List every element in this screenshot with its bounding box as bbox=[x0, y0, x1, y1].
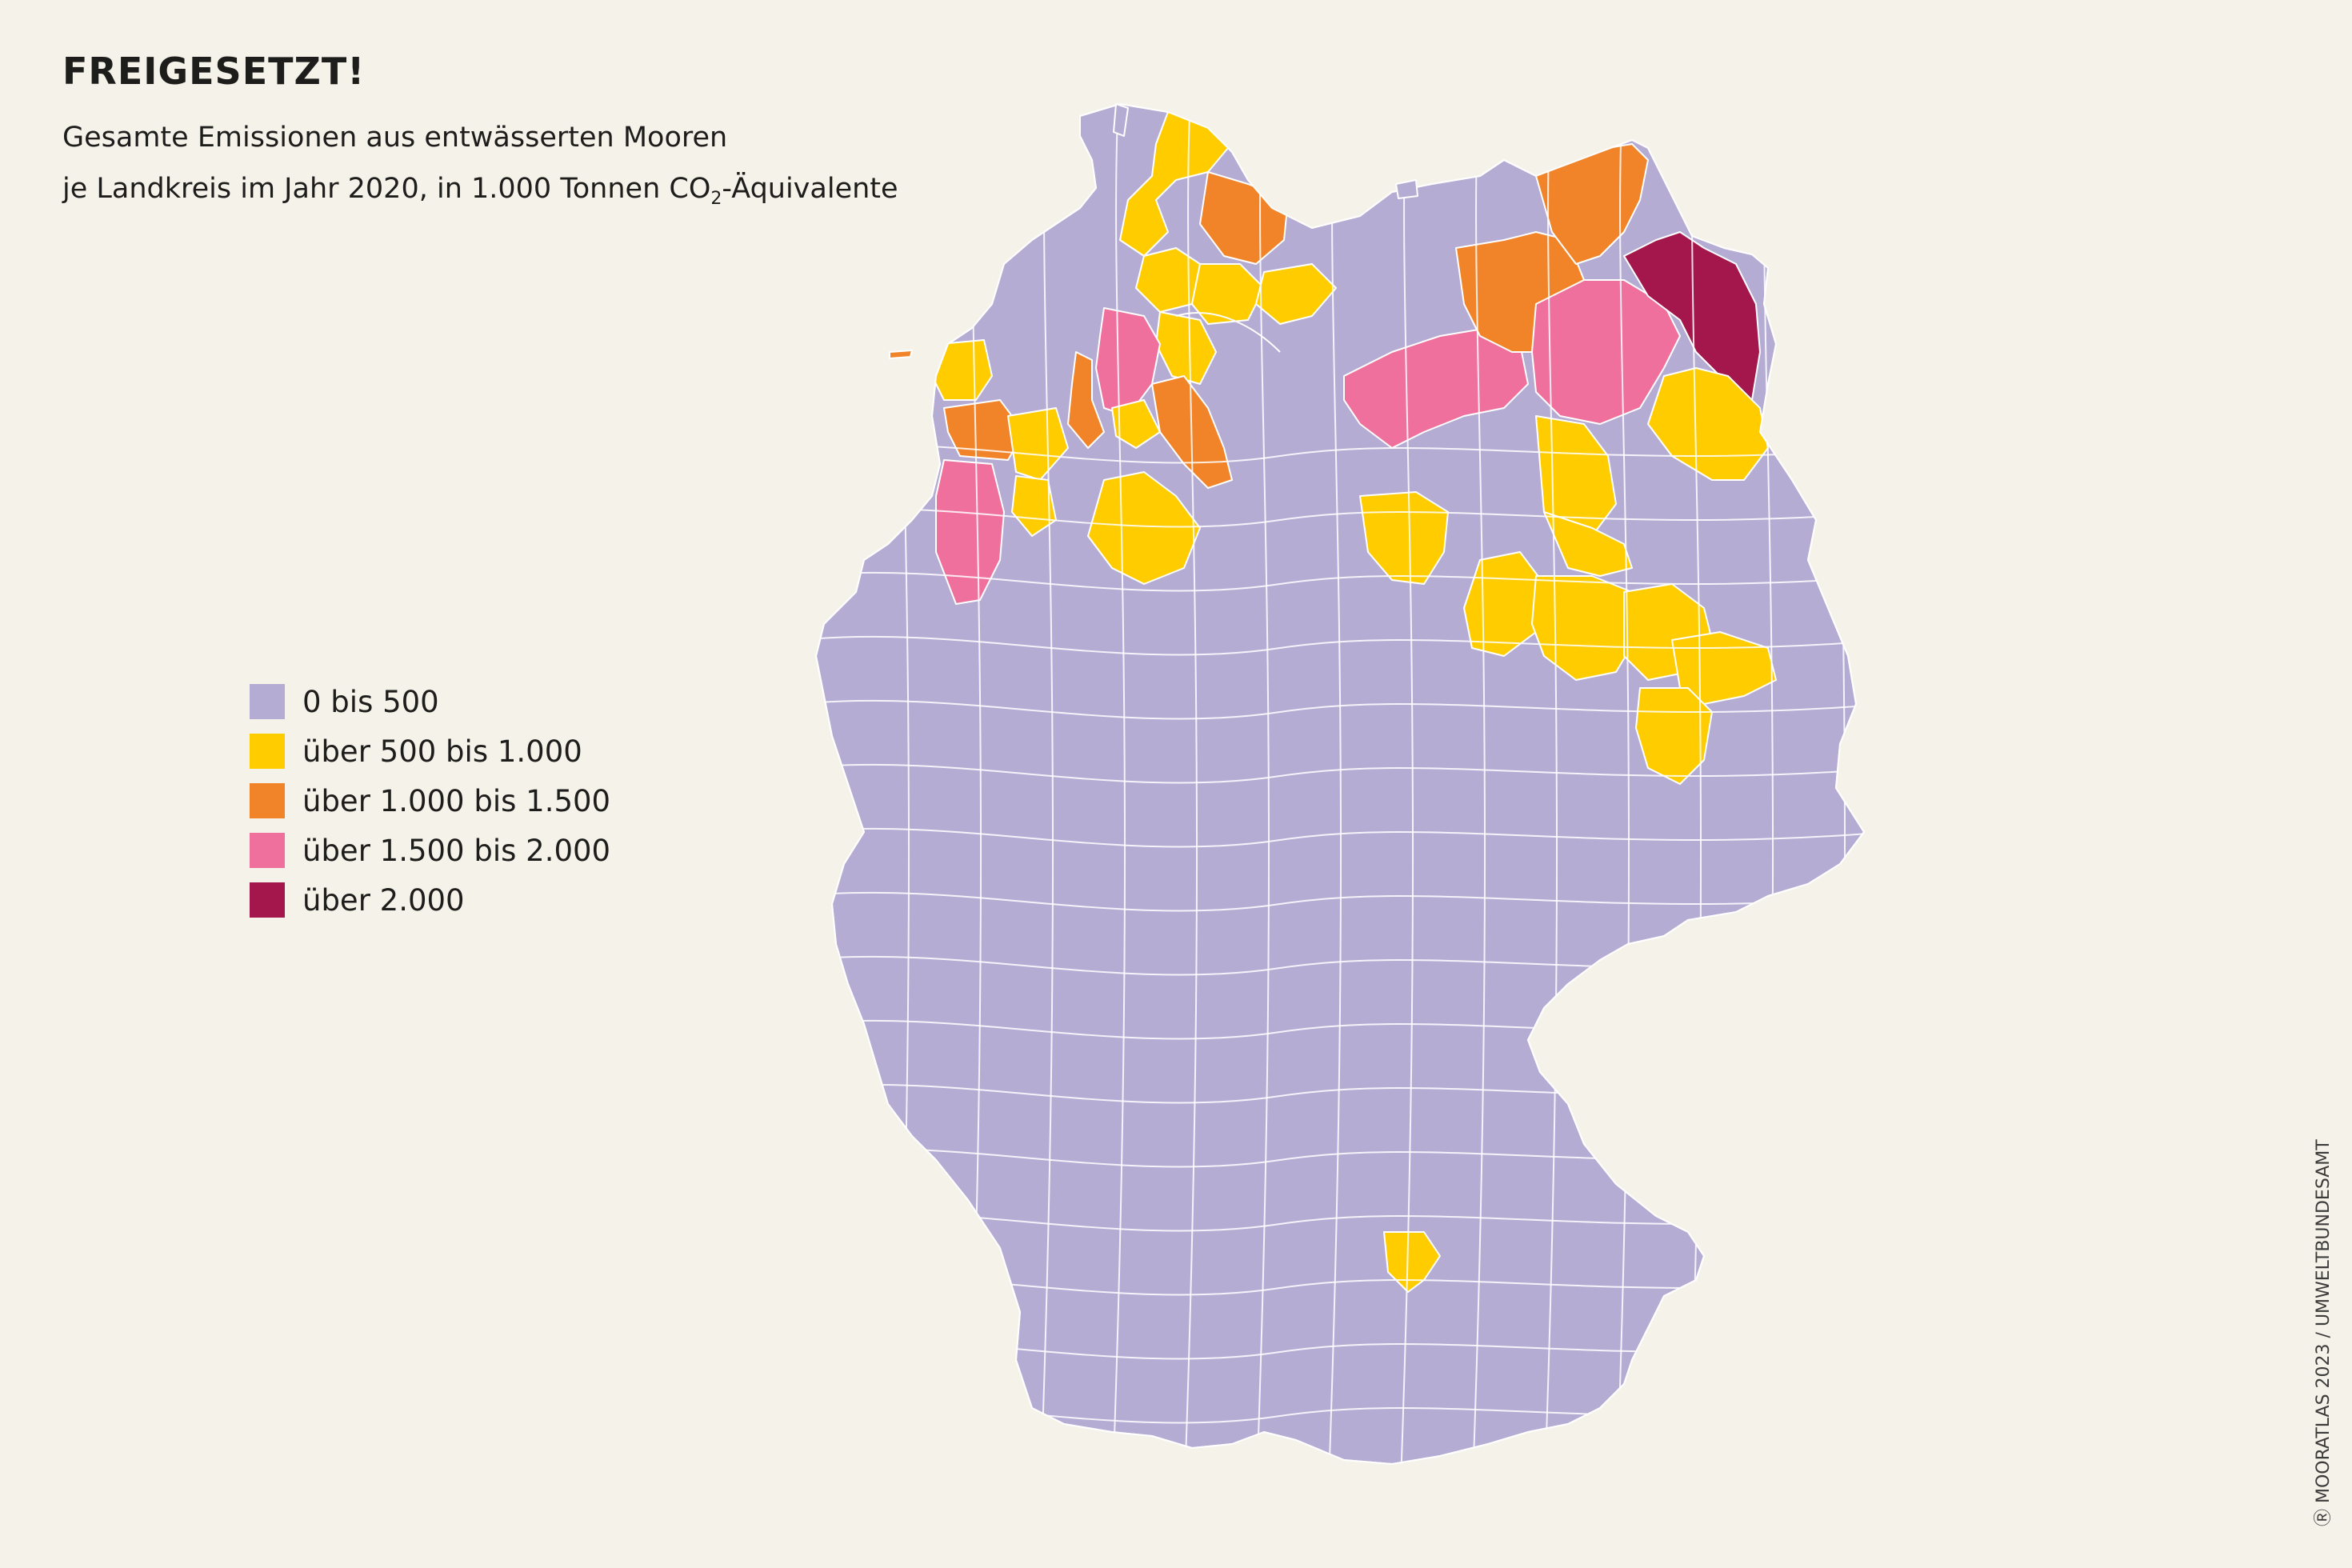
region-potsdam-mittelmark bbox=[1531, 575, 1641, 681]
island-north-frisian bbox=[1113, 103, 1129, 137]
legend-item-1500-2000: über 1.500 bis 2.000 bbox=[250, 826, 610, 875]
island-east-frisian bbox=[889, 350, 913, 359]
legend: 0 bis 500 über 500 bis 1.000 über 1.000 … bbox=[250, 677, 610, 925]
island-fehmarn bbox=[1395, 179, 1418, 199]
elbe-river bbox=[1175, 312, 1281, 353]
region-cloppenburg bbox=[1011, 475, 1057, 537]
legend-swatch bbox=[250, 684, 285, 719]
region-rendsburg bbox=[1191, 263, 1265, 325]
legend-swatch bbox=[250, 783, 285, 818]
legend-swatch bbox=[250, 734, 285, 769]
legend-label: über 1.500 bis 2.000 bbox=[302, 833, 611, 868]
subtitle-line-2: je Landkreis im Jahr 2020, in 1.000 Tonn… bbox=[62, 173, 898, 209]
legend-swatch bbox=[250, 833, 285, 868]
region-vorpommern-greifswald bbox=[1623, 231, 1761, 401]
legend-item-0-500: 0 bis 500 bbox=[250, 677, 610, 726]
legend-label: über 1.000 bis 1.500 bbox=[302, 783, 611, 818]
region-mecklenburg-west bbox=[1343, 327, 1529, 449]
legend-label: über 500 bis 1.000 bbox=[302, 734, 582, 769]
region-leer bbox=[943, 399, 1025, 461]
region-diepholz bbox=[1087, 471, 1201, 585]
region-mecklenburgische-seenplatte bbox=[1531, 279, 1681, 425]
region-heidekreis bbox=[1111, 399, 1161, 449]
map-subtitle: Gesamte Emissionen aus entwässerten Moor… bbox=[62, 112, 898, 214]
legend-item-1000-1500: über 1.000 bis 1.500 bbox=[250, 776, 610, 826]
region-wesermarsch bbox=[1067, 351, 1105, 449]
region-segeberg bbox=[1255, 263, 1337, 325]
region-ostprignitz bbox=[1543, 511, 1633, 577]
legend-item-500-1000: über 500 bis 1.000 bbox=[250, 726, 610, 776]
legend-label: 0 bis 500 bbox=[302, 684, 439, 719]
region-uckermark bbox=[1647, 367, 1769, 481]
region-emsland bbox=[935, 459, 1005, 605]
legend-label: über 2.000 bbox=[302, 882, 465, 918]
legend-item-over-2000: über 2.000 bbox=[250, 875, 610, 925]
legend-swatch bbox=[250, 882, 285, 918]
subtitle-line-1: Gesamte Emissionen aus entwässerten Moor… bbox=[62, 122, 728, 154]
credit-text: Ⓡ MOORATLAS 2023 / UMWELTBUNDESAMT bbox=[2314, 1139, 2334, 1526]
region-emsland-north bbox=[1007, 407, 1069, 481]
germany-choropleth-map bbox=[814, 102, 1866, 1466]
map-title: FREIGESETZT! bbox=[62, 50, 366, 93]
region-hannover-east bbox=[1359, 491, 1449, 585]
